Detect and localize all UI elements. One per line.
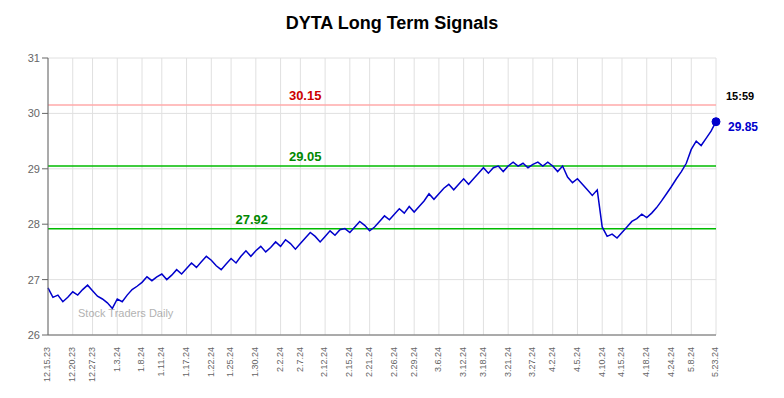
svg-text:2.12.24: 2.12.24 (319, 347, 329, 377)
svg-text:1.8.24: 1.8.24 (136, 347, 146, 372)
html-text:Stock Traders Daily: Stock Traders Daily (78, 307, 174, 319)
svg-text:28: 28 (28, 218, 40, 230)
svg-text:4.18.24: 4.18.24 (641, 347, 651, 377)
svg-text:12.27.23: 12.27.23 (87, 347, 97, 382)
svg-text:2.21.24: 2.21.24 (364, 347, 374, 377)
svg-text:4.5.24: 4.5.24 (572, 347, 582, 372)
svg-text:5.23.24: 5.23.24 (710, 347, 720, 377)
svg-text:5.8.24: 5.8.24 (686, 347, 696, 372)
svg-text:29.85: 29.85 (728, 120, 758, 134)
svg-text:2.7.24: 2.7.24 (295, 347, 305, 372)
svg-text:1.17.24: 1.17.24 (181, 347, 191, 377)
svg-text:29: 29 (28, 163, 40, 175)
svg-text:1.3.24: 1.3.24 (112, 347, 122, 372)
svg-text:1.22.24: 1.22.24 (206, 347, 216, 377)
svg-text:30.15: 30.15 (289, 88, 322, 103)
svg-text:3.27.24: 3.27.24 (527, 347, 537, 377)
svg-text:4.2.24: 4.2.24 (547, 347, 557, 372)
svg-text:12.15.23: 12.15.23 (42, 347, 52, 382)
svg-text:2.29.24: 2.29.24 (409, 347, 419, 377)
svg-text:12.20.23: 12.20.23 (67, 347, 77, 382)
svg-text:3.12.24: 3.12.24 (458, 347, 468, 377)
svg-text:15:59: 15:59 (726, 90, 754, 102)
svg-text:3.21.24: 3.21.24 (503, 347, 513, 377)
svg-text:2.2.24: 2.2.24 (275, 347, 285, 372)
svg-text:4.15.24: 4.15.24 (616, 347, 626, 377)
svg-text:26: 26 (28, 329, 40, 341)
svg-text:2.26.24: 2.26.24 (389, 347, 399, 377)
html-text:DYTA Long Term Signals: DYTA Long Term Signals (285, 13, 499, 33)
svg-text:31: 31 (28, 52, 40, 64)
svg-text:1.11.24: 1.11.24 (156, 347, 166, 376)
svg-text:2.15.24: 2.15.24 (344, 347, 354, 377)
svg-text:29.05: 29.05 (289, 149, 322, 164)
svg-text:1.25.24: 1.25.24 (225, 347, 235, 377)
svg-text:27.92: 27.92 (235, 212, 268, 227)
svg-text:30: 30 (28, 107, 40, 119)
svg-text:3.6.24: 3.6.24 (433, 347, 443, 372)
svg-text:3.18.24: 3.18.24 (478, 347, 488, 377)
svg-text:27: 27 (28, 274, 40, 286)
svg-text:4.10.24: 4.10.24 (597, 347, 607, 377)
svg-text:1.30.24: 1.30.24 (250, 347, 260, 377)
svg-text:4.24.24: 4.24.24 (666, 347, 676, 377)
